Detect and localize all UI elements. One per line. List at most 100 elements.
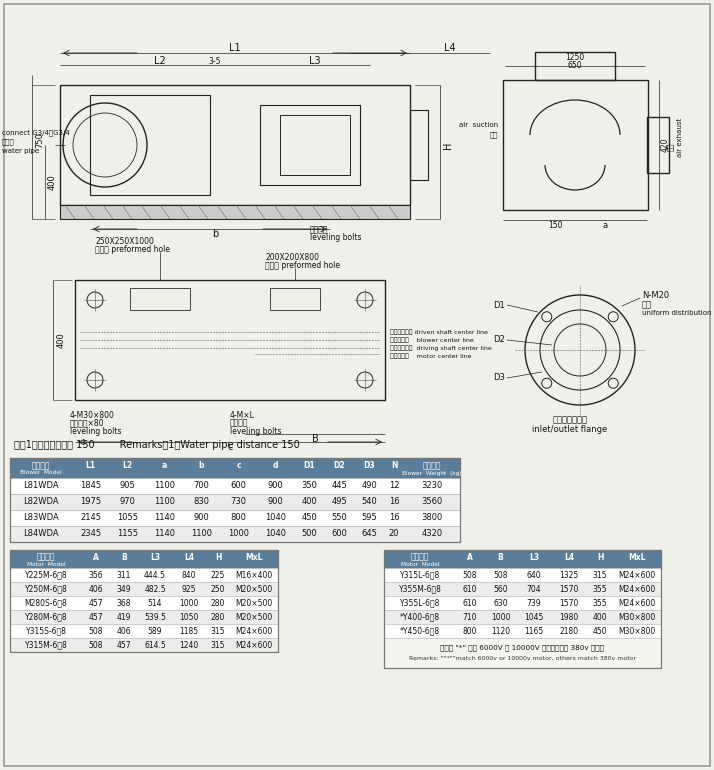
Text: c: c [227,442,233,452]
Text: Y315S-6、8: Y315S-6、8 [26,627,66,635]
Text: Y280M-6、8: Y280M-6、8 [25,612,67,621]
Text: 1055: 1055 [117,514,138,523]
Text: 650: 650 [568,62,583,71]
Text: 400: 400 [301,497,317,507]
Text: 2345: 2345 [80,530,101,538]
Text: M30×800: M30×800 [618,627,655,635]
Text: 349: 349 [116,584,131,594]
Text: 508: 508 [89,641,104,650]
Text: B: B [311,434,318,444]
Bar [384,550,661,568]
Text: 250X250X1000: 250X250X1000 [95,237,154,246]
Text: inlet/outlet flange: inlet/outlet flange [533,426,608,434]
Text: D2: D2 [333,461,345,470]
Text: 3230: 3230 [421,481,443,490]
Text: 315: 315 [593,571,607,580]
Text: 20: 20 [388,530,399,538]
Bar [535,52,615,80]
Text: L81WDA: L81WDA [23,481,59,490]
Text: L2: L2 [122,461,133,470]
Text: 514: 514 [148,598,162,608]
Text: 444.5: 444.5 [144,571,166,580]
Text: D2: D2 [493,336,505,344]
Text: 350: 350 [301,481,317,490]
Bar [10,610,278,624]
Text: MxL: MxL [245,553,263,561]
Bar [10,510,460,526]
Text: Y250M-6、8: Y250M-6、8 [24,584,67,594]
Bar [384,550,661,668]
Text: 730: 730 [231,497,246,507]
Text: 508: 508 [463,571,477,580]
Text: 315: 315 [211,641,225,650]
Text: Blower  Weight  (kg): Blower Weight (kg) [402,470,462,476]
Text: Y315L-6、8: Y315L-6、8 [400,571,440,580]
Text: 495: 495 [331,497,347,507]
Text: 3800: 3800 [421,514,443,523]
Text: L3: L3 [309,56,321,66]
Text: 589: 589 [148,627,162,635]
Text: 539.5: 539.5 [144,612,166,621]
Text: 419: 419 [117,612,131,621]
Bar [384,582,661,596]
Text: 610: 610 [463,598,477,608]
Bar [384,624,661,638]
Text: 电机型号: 电机型号 [411,553,429,561]
Bar [130,288,190,310]
Text: 1100: 1100 [154,497,175,507]
Bar [10,550,278,568]
Text: L3: L3 [529,553,539,561]
Bar [280,115,350,175]
Text: 905: 905 [120,481,136,490]
Text: Blower  Model: Blower Model [20,470,62,476]
Text: 3-5: 3-5 [208,56,221,65]
Text: Y355M-6、8: Y355M-6、8 [398,584,441,594]
Text: Y355L-6、8: Y355L-6、8 [400,598,441,608]
Text: B: B [121,553,127,561]
Text: MxL: MxL [628,553,645,561]
Text: 595: 595 [361,514,377,523]
Text: 457: 457 [116,641,131,650]
Text: 900: 900 [268,481,283,490]
Text: 调整垫铁: 调整垫铁 [310,226,328,235]
Text: 645: 645 [361,530,377,538]
Text: A: A [467,553,473,561]
Text: 2180: 2180 [560,627,578,635]
Text: 739: 739 [527,598,541,608]
Text: M24×600: M24×600 [618,571,655,580]
Text: A: A [93,553,99,561]
Text: 420: 420 [660,138,670,152]
Bar [10,494,460,510]
Text: Y315M-6、8: Y315M-6、8 [24,641,67,650]
Text: leveling bolts: leveling bolts [70,427,121,436]
Text: air  suction: air suction [459,122,498,128]
Text: 1325: 1325 [559,571,578,580]
Text: 490: 490 [361,481,377,490]
Text: 406: 406 [116,627,131,635]
Text: 2145: 2145 [80,514,101,523]
Text: 排气: 排气 [667,142,673,151]
Text: L1: L1 [86,461,96,470]
Text: 315: 315 [211,627,225,635]
Bar [10,526,460,542]
Text: 4-M×L: 4-M×L [230,410,255,420]
Bar [60,205,410,219]
Text: 700: 700 [193,481,209,490]
Text: H: H [597,553,603,561]
Text: a: a [603,222,608,230]
Text: 614.5: 614.5 [144,641,166,650]
Text: L82WDA: L82WDA [23,497,59,507]
Text: 280: 280 [211,598,225,608]
Text: 1040: 1040 [265,530,286,538]
Text: 225: 225 [211,571,225,580]
Bar [10,596,278,610]
Text: 1980: 1980 [559,612,578,621]
Text: 560: 560 [493,584,508,594]
Text: 1000: 1000 [491,612,511,621]
Bar [10,568,278,582]
Bar [384,568,661,582]
Text: H: H [215,553,221,561]
Text: 640: 640 [527,571,541,580]
Bar [10,550,278,652]
Text: L4: L4 [564,553,574,561]
